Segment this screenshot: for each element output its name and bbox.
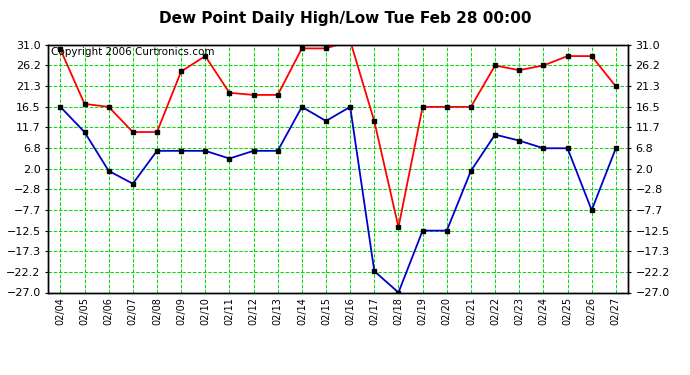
Text: Copyright 2006 Curtronics.com: Copyright 2006 Curtronics.com xyxy=(51,48,215,57)
Text: Dew Point Daily High/Low Tue Feb 28 00:00: Dew Point Daily High/Low Tue Feb 28 00:0… xyxy=(159,11,531,26)
